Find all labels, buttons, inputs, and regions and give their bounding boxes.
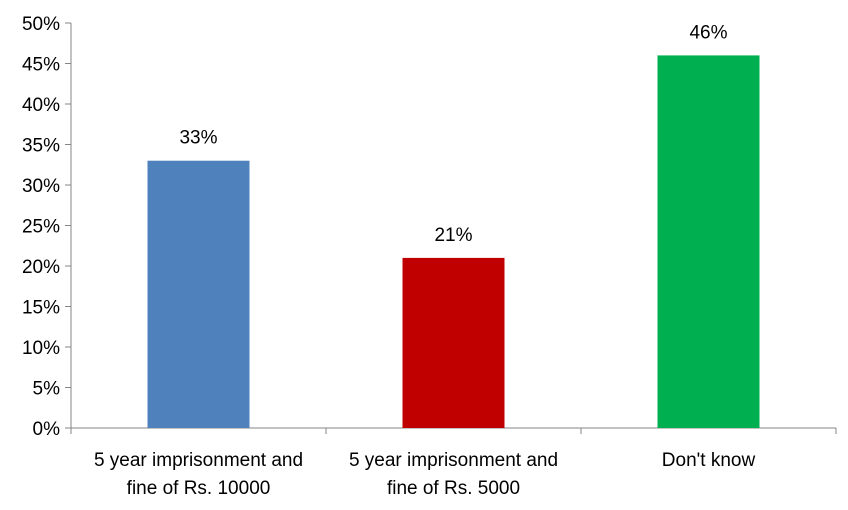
x-category-label: fine of Rs. 10000 xyxy=(127,478,271,499)
y-tick-label: 0% xyxy=(33,419,61,440)
x-axis xyxy=(70,427,837,434)
y-tick-label: 5% xyxy=(33,379,61,400)
y-tick-label: 25% xyxy=(22,217,60,238)
data-label: 46% xyxy=(689,22,727,43)
x-category-label: Don't know xyxy=(662,450,756,471)
bar xyxy=(657,55,760,429)
y-tick-label: 45% xyxy=(22,55,60,76)
bars xyxy=(147,55,760,429)
category-labels: 5 year imprisonment and fine of Rs. 10000… xyxy=(94,450,756,499)
y-tick-label: 50% xyxy=(22,14,60,35)
y-axis: 0% 5% 10% 15% 20% 25% 30% 35% 40% 45% 50% xyxy=(22,14,72,440)
x-category-label: 5 year imprisonment and xyxy=(349,450,558,471)
y-tick-label: 20% xyxy=(22,257,60,278)
data-label: 33% xyxy=(179,128,217,149)
data-labels: 33% 21% 46% xyxy=(179,22,727,246)
y-tick-label: 15% xyxy=(22,298,60,319)
bar xyxy=(147,160,250,428)
data-label: 21% xyxy=(434,225,472,246)
y-tick-label: 40% xyxy=(22,95,60,116)
bar xyxy=(402,257,505,428)
y-tick-label: 10% xyxy=(22,338,60,359)
x-category-label: fine of Rs. 5000 xyxy=(387,478,520,499)
y-tick-label: 35% xyxy=(22,136,60,157)
y-tick-label: 30% xyxy=(22,176,60,197)
x-category-label: 5 year imprisonment and xyxy=(94,450,303,471)
